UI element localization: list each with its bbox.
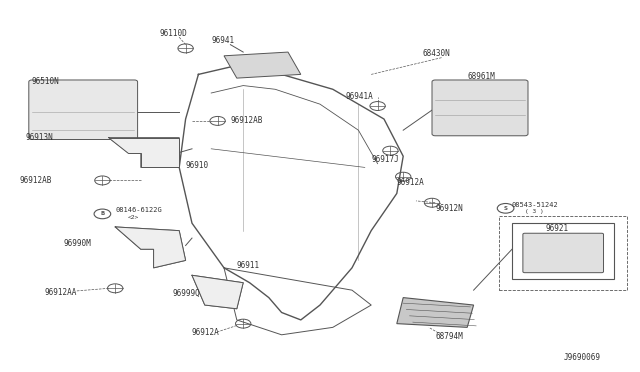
Circle shape: [497, 203, 514, 213]
Text: 96917J: 96917J: [371, 155, 399, 164]
Text: B: B: [100, 211, 104, 217]
Polygon shape: [115, 227, 186, 268]
Text: 96912A: 96912A: [192, 328, 220, 337]
Text: <2>: <2>: [128, 215, 140, 220]
Text: 68961M: 68961M: [467, 72, 495, 81]
Polygon shape: [109, 138, 179, 167]
Text: 96941: 96941: [211, 36, 234, 45]
Text: 96912AA: 96912AA: [45, 288, 77, 296]
Text: ( 3 ): ( 3 ): [525, 209, 543, 214]
Polygon shape: [397, 298, 474, 327]
Text: 96912N: 96912N: [435, 204, 463, 213]
Text: 08146-6122G: 08146-6122G: [115, 207, 162, 213]
Bar: [512, 223, 614, 279]
Text: S: S: [504, 206, 508, 211]
Text: 96911: 96911: [237, 262, 260, 270]
Text: 96912A: 96912A: [397, 178, 424, 187]
FancyBboxPatch shape: [432, 80, 528, 136]
Polygon shape: [224, 52, 301, 78]
Polygon shape: [192, 275, 243, 309]
Text: J9690069: J9690069: [563, 353, 600, 362]
FancyBboxPatch shape: [29, 80, 138, 140]
Text: 96910: 96910: [186, 161, 209, 170]
Text: 96510N: 96510N: [32, 77, 60, 86]
Text: 08543-51242: 08543-51242: [512, 202, 559, 208]
Text: 96913N: 96913N: [26, 133, 53, 142]
Text: 96110D: 96110D: [160, 29, 188, 38]
Text: 96941A: 96941A: [346, 92, 373, 101]
FancyBboxPatch shape: [523, 233, 604, 273]
Text: 68430N: 68430N: [422, 49, 450, 58]
Text: 96912AB: 96912AB: [19, 176, 52, 185]
Circle shape: [94, 209, 111, 219]
Text: 68794M: 68794M: [435, 332, 463, 341]
Text: 96990M: 96990M: [64, 239, 92, 248]
Text: 96912AB: 96912AB: [230, 116, 263, 125]
Text: 96999Q: 96999Q: [173, 289, 200, 298]
Text: 96921: 96921: [545, 224, 568, 233]
